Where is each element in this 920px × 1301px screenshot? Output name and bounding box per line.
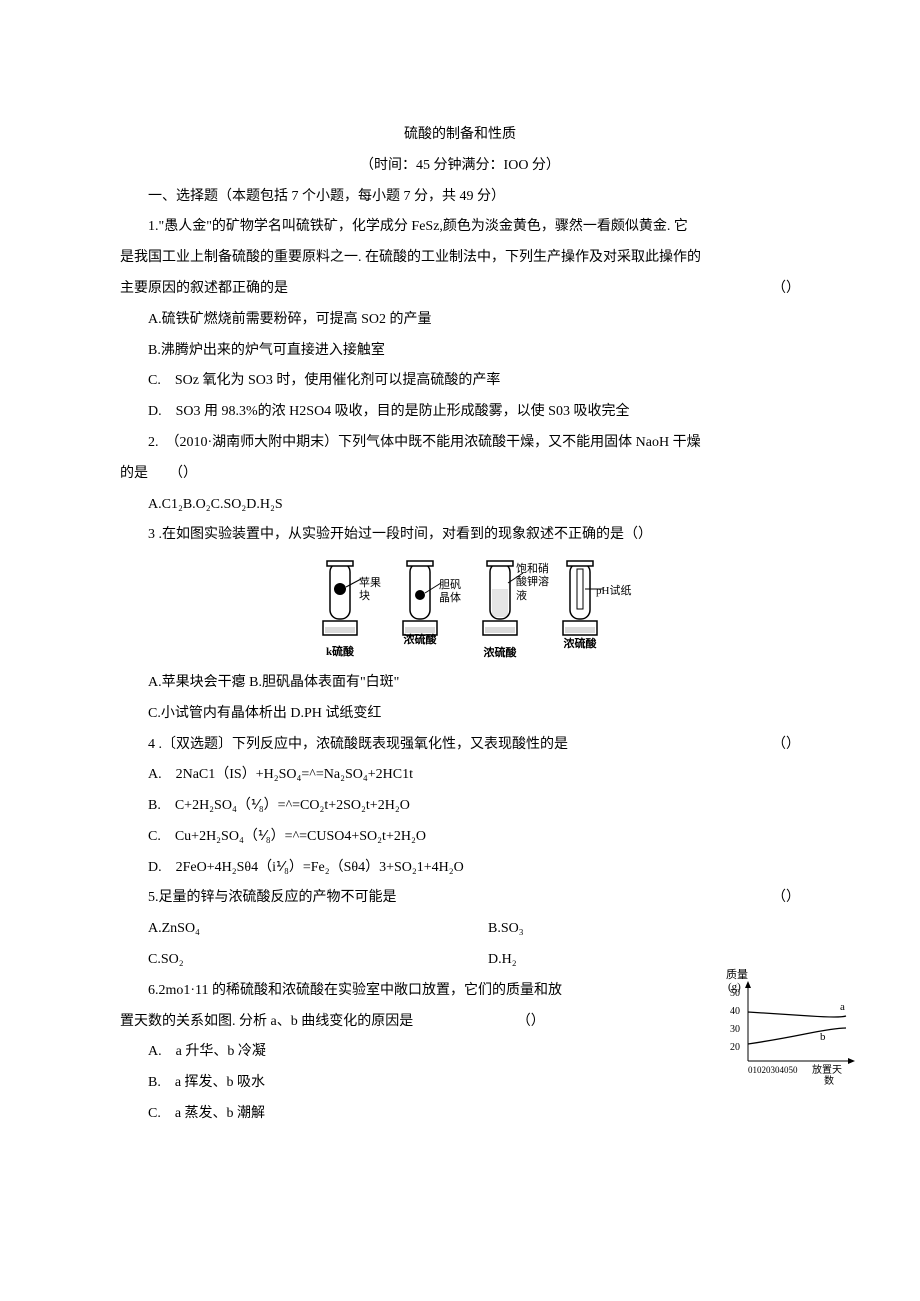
q1-paren: （） — [772, 274, 800, 305]
q4-opt-b: B. C+2H₂SO₄（⅟₈）=^=CO₂t+2SO₂t+2H₂O — [120, 791, 800, 822]
q5-opt-a: A.ZnSO₄ — [120, 914, 460, 945]
q1-opt-d: D. SO3 用 98.3%的浓 H2SO4 吸收，目的是防止形成酸雾，以使 S… — [120, 397, 800, 428]
tube1-beaker: k硫酸 — [326, 646, 354, 659]
q4-paren: （） — [744, 730, 800, 761]
q5-opt-b: B.SO₃ — [460, 914, 800, 945]
q3-opt-cd: C.小试管内有晶体析出 D.PH 试纸变红 — [120, 699, 800, 730]
q6-opt-a: A. a 升华、b 冷凝 — [120, 1037, 800, 1068]
chart-ylabel1: 质量 — [726, 968, 748, 981]
tube2-beaker: 浓硫酸 — [404, 634, 437, 647]
document-page: 硫酸的制备和性质 （时间：45 分钟满分：IOO 分） 一、选择题（本题包括 7… — [0, 0, 920, 1190]
q5-row2: C.SO₂ D.H₂ — [120, 945, 800, 976]
q3-tube-4: pH试纸 浓硫酸 — [555, 559, 605, 660]
q6-opt-b: B. a 挥发、b 吸水 — [120, 1068, 800, 1099]
q1-stem-l3: 主要原因的叙述都正确的是 （） — [120, 274, 800, 305]
q5-row1: A.ZnSO₄ B.SO₃ — [120, 914, 800, 945]
q6-stem-l1: 6.2mo1·11 的稀硫酸和浓硫酸在实验室中敞口放置，它们的质量和放 — [120, 976, 800, 1007]
svg-text:a: a — [840, 1001, 845, 1013]
q1-stem-l3-text: 主要原因的叙述都正确的是 — [120, 281, 288, 296]
q1-opt-c: C. SOz 氧化为 SO3 时，使用催化剂可以提高硫酸的产率 — [120, 366, 800, 397]
q6-paren: （） — [517, 1014, 545, 1029]
q4-stem-text: 4 .〔双选题〕下列反应中，浓硫酸既表现强氧化性，又表现酸性的是 — [148, 737, 568, 752]
q3-tube-3: 饱和硝酸钾溶液 浓硫酸 — [475, 559, 525, 660]
chart-xticks: 01020304050 — [748, 1065, 798, 1075]
q6-stem-l2: 置天数的关系如图. 分析 a、b 曲线变化的原因是 — [120, 1014, 413, 1029]
q2-opts: A.C1₂B.O₂C.SO₂D.H₂S — [120, 490, 800, 521]
tube3-beaker: 浓硫酸 — [484, 647, 517, 660]
q3-stem: 3 .在如图实验装置中，从实验开始过一段时间，对看到的现象叙述不正确的是（） — [120, 520, 800, 551]
q3-tube-1: 苹果块 k硫酸 — [315, 559, 365, 660]
q6-block: 6.2mo1·11 的稀硫酸和浓硫酸在实验室中敞口放置，它们的质量和放 置天数的… — [120, 976, 800, 1130]
q5-paren: （） — [744, 883, 800, 914]
svg-text:30: 30 — [730, 1024, 740, 1035]
tube4-label: pH试纸 — [596, 585, 636, 598]
tube1-label: 苹果块 — [359, 577, 389, 603]
svg-text:放置天: 放置天 — [812, 1063, 842, 1076]
q3-opt-ab: A.苹果块会干瘪 B.胆矾晶体表面有"白斑" — [120, 668, 800, 699]
q5-stem: 5.足量的锌与浓硫酸反应的产物不可能是 （） — [120, 883, 800, 914]
q6-chart: 质量 (g) 50 40 30 20 a b 01020304050 放置天 数 — [720, 966, 870, 1095]
tube-svg — [395, 559, 445, 639]
q4-opt-d: D. 2FeO+4H₂Sθ4（i⅟₈）=Fe₂（Sθ4）3+SO₂1+4H₂O — [120, 853, 800, 884]
q2-stem-l1: 2. （2010·湖南师大附中期末）下列气体中既不能用浓硫酸干燥，又不能用固体 … — [120, 428, 800, 459]
q6-chart-svg: 质量 (g) 50 40 30 20 a b 01020304050 放置天 数 — [720, 966, 870, 1086]
q5-opt-c: C.SO₂ — [120, 945, 460, 976]
q4-opt-a: A. 2NaC1（IS）+H₂SO₄=^=Na₂SO₄+2HC1t — [120, 760, 800, 791]
q5-stem-text: 5.足量的锌与浓硫酸反应的产物不可能是 — [148, 890, 397, 905]
tube4-beaker: 浓硫酸 — [564, 638, 597, 651]
svg-text:50: 50 — [730, 988, 740, 999]
tube2-label: 胆矾晶体 — [439, 579, 469, 605]
q4-opt-c: C. Cu+2H₂SO₄（⅟₈）=^=CUSO4+SO₂t+2H₂O — [120, 822, 800, 853]
tube-svg — [315, 559, 365, 639]
svg-text:b: b — [820, 1031, 826, 1043]
doc-title: 硫酸的制备和性质 — [120, 120, 800, 151]
q3-figure: 苹果块 k硫酸 胆矾晶体 浓硫酸 — [120, 559, 800, 660]
q1-opt-b: B.沸腾炉出来的炉气可直接进入接触室 — [120, 336, 800, 367]
q4-stem: 4 .〔双选题〕下列反应中，浓硫酸既表现强氧化性，又表现酸性的是 （） — [120, 730, 800, 761]
tube3-label: 饱和硝酸钾溶液 — [516, 563, 556, 603]
doc-subtitle: （时间：45 分钟满分：IOO 分） — [120, 151, 800, 182]
section-header: 一、选择题（本题包括 7 个小题，每小题 7 分，共 49 分） — [120, 182, 800, 213]
svg-text:20: 20 — [730, 1042, 740, 1053]
tube-svg — [555, 559, 605, 639]
q6-opt-c: C. a 蒸发、b 潮解 — [120, 1099, 800, 1130]
q1-opt-a: A.硫铁矿燃烧前需要粉碎，可提高 SO2 的产量 — [120, 305, 800, 336]
q3-tube-2: 胆矾晶体 浓硫酸 — [395, 559, 445, 660]
q1-stem-l2: 是我国工业上制备硫酸的重要原料之一. 在硫酸的工业制法中，下列生产操作及对采取此… — [120, 243, 800, 274]
q1-stem-l1: 1."愚人金"的矿物学名叫硫铁矿，化学成分 FeSz,颜色为淡金黄色，骤然一看颇… — [120, 212, 800, 243]
q2-stem-l2: 的是 （） — [120, 459, 800, 490]
svg-text:40: 40 — [730, 1006, 740, 1017]
q6-stem-l2-row: 置天数的关系如图. 分析 a、b 曲线变化的原因是 （） — [120, 1007, 800, 1038]
svg-text:数: 数 — [824, 1074, 834, 1086]
